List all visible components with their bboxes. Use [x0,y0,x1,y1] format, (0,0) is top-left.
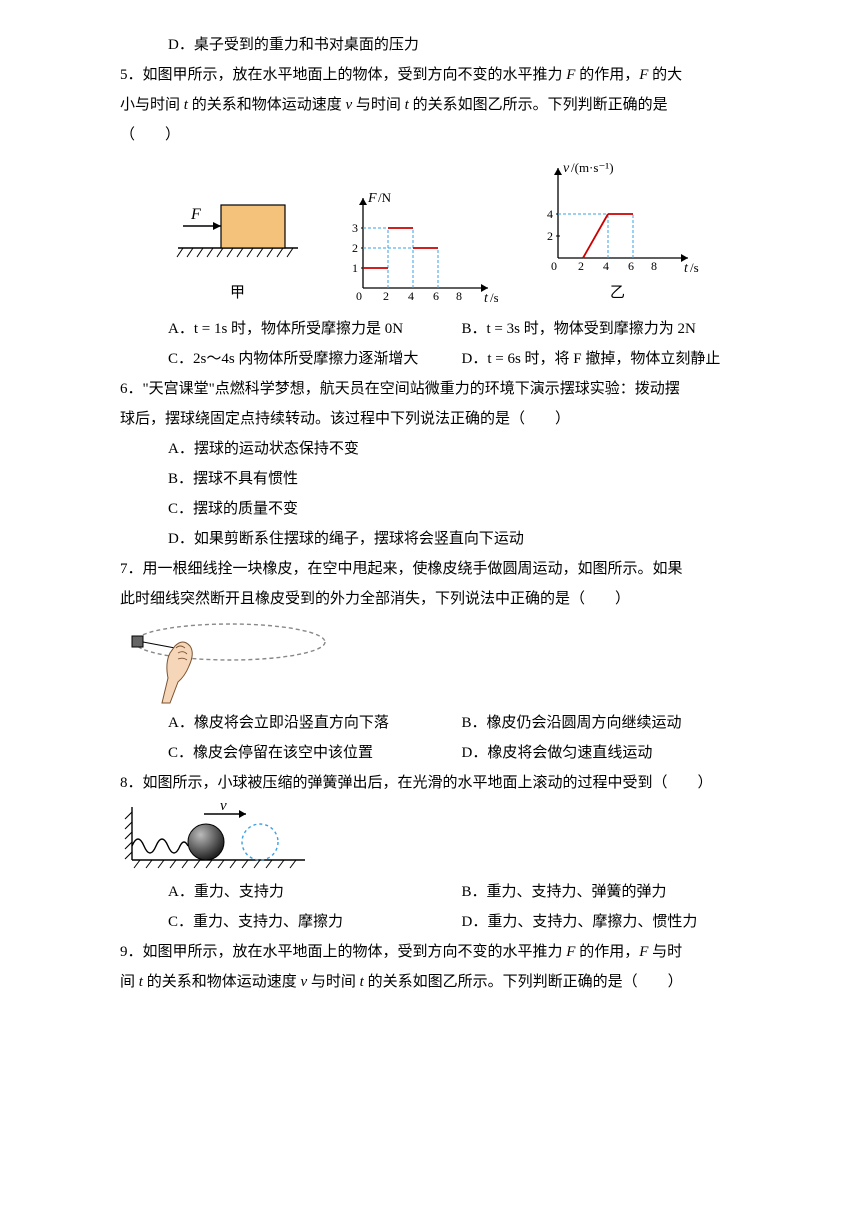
q9-s1b: 的作用， [575,944,639,960]
q5-s2a: 小与时间 [120,97,184,113]
hand-circle-svg [120,618,335,708]
svg-text:8: 8 [651,259,657,273]
svg-text:4: 4 [547,207,553,221]
q5-optD: D．t = 6s 时，将 F 撤掉，物体立刻静止 [462,344,756,374]
q4-optD: D．桌子受到的重力和书对桌面的压力 [120,30,755,60]
q9-s2c: 与时间 [307,974,360,990]
q5-optA: A．t = 1s 时，物体所受摩擦力是 0N [168,314,462,344]
svg-text:1: 1 [352,261,358,275]
v-label: v [220,802,227,814]
q5-opts-row1: A．t = 1s 时，物体所受摩擦力是 0N B．t = 3s 时，物体受到摩擦… [120,314,755,344]
q7-stem2: 此时细线突然断开且橡皮受到的外力全部消失，下列说法中正确的是（ ） [120,584,755,614]
svg-text:/s: /s [690,260,699,275]
svg-text:6: 6 [433,289,439,303]
svg-text:4: 4 [408,289,414,303]
q8-optA: A．重力、支持力 [168,877,462,907]
svg-text:0: 0 [551,259,557,273]
q5-s2d: 的关系如图乙所示。下列判断正确的是 [409,97,668,113]
q5-fig-block: F 甲 [173,183,303,308]
svg-text:2: 2 [352,241,358,255]
q9-s1: 9．如图甲所示，放在水平地面上的物体，受到方向不变的水平推力 [120,944,566,960]
q5-optC: C．2s～4s 内物体所受摩擦力逐渐增大 [168,344,462,374]
q7-optA: A．橡皮将会立即沿竖直方向下落 [168,708,462,738]
q6-optA: A．摆球的运动状态保持不变 [120,434,755,464]
q8-stem: 8．如图所示，小球被压缩的弹簧弹出后，在光滑的水平地面上滚动的过程中受到（ ） [120,768,755,798]
svg-text:2: 2 [578,259,584,273]
svg-text:2: 2 [383,289,389,303]
f-chart-svg: F/N t/s 1 2 3 0 2 4 6 8 [338,188,498,308]
q5-s1c: 的大 [648,67,682,83]
spring-ball-svg: v [120,802,310,877]
svg-text:8: 8 [456,289,462,303]
q7-opts-row2: C．橡皮会停留在该空中该位置 D．橡皮将会做匀速直线运动 [120,738,755,768]
q7-stem1: 7．用一根细线拴一块橡皮，在空中甩起来，使橡皮绕手做圆周运动，如图所示。如果 [120,554,755,584]
q5-opts-row2: C．2s～4s 内物体所受摩擦力逐渐增大 D．t = 6s 时，将 F 撤掉，物… [120,344,755,374]
svg-text:3: 3 [352,221,358,235]
q8-opts-row2: C．重力、支持力、摩擦力 D．重力、支持力、摩擦力、惯性力 [120,907,755,937]
q9-stem2: 间 t 的关系和物体运动速度 v 与时间 t 的关系如图乙所示。下列判断正确的是… [120,967,755,997]
q5-s2c: 与时间 [352,97,405,113]
q8-optD: D．重力、支持力、摩擦力、惯性力 [462,907,756,937]
q5-s1: 5．如图甲所示，放在水平地面上的物体，受到方向不变的水平推力 [120,67,566,83]
block-svg: F [173,183,303,278]
svg-text:v: v [563,161,570,176]
q7-optD: D．橡皮将会做匀速直线运动 [462,738,756,768]
q5-stem-line3: （ ） [120,120,755,150]
fig-label-yi: 乙 [533,278,703,308]
q5-s2b: 的关系和物体运动速度 [188,97,346,113]
q8-opts-row1: A．重力、支持力 B．重力、支持力、弹簧的弹力 [120,877,755,907]
q5-stem-line2: 小与时间 t 的关系和物体运动速度 v 与时间 t 的关系如图乙所示。下列判断正… [120,90,755,120]
q5-optB: B．t = 3s 时，物体受到摩擦力为 2N [462,314,756,344]
q7-optC: C．橡皮会停留在该空中该位置 [168,738,462,768]
q9-s2a: 间 [120,974,139,990]
q6-optC: C．摆球的质量不变 [120,494,755,524]
q6-stem2: 球后，摆球绕固定点持续转动。该过程中下列说法正确的是（ ） [120,404,755,434]
q8-optC: C．重力、支持力、摩擦力 [168,907,462,937]
q7-figure [120,618,755,708]
svg-text:t: t [484,291,489,306]
q9-stem1: 9．如图甲所示，放在水平地面上的物体，受到方向不变的水平推力 F 的作用，F 与… [120,937,755,967]
q8-optB: B．重力、支持力、弹簧的弹力 [462,877,756,907]
q7-opts-row1: A．橡皮将会立即沿竖直方向下落 B．橡皮仍会沿圆周方向继续运动 [120,708,755,738]
svg-text:/(m·s⁻¹): /(m·s⁻¹) [571,160,614,175]
q9-s2b: 的关系和物体运动速度 [143,974,301,990]
fig-label-jia: 甲 [173,278,303,308]
q6-optD: D．如果剪断系住摆球的绳子，摆球将会竖直向下运动 [120,524,755,554]
q9-s2d: 的关系如图乙所示。下列判断正确的是（ ） [364,974,683,990]
var-F2: F [639,67,648,83]
q5-stem-line1: 5．如图甲所示，放在水平地面上的物体，受到方向不变的水平推力 F 的作用，F 的… [120,60,755,90]
svg-text:4: 4 [603,259,609,273]
svg-text:/s: /s [490,290,498,305]
q5-fig-F-chart: F/N t/s 1 2 3 0 2 4 6 8 [338,188,498,308]
svg-text:t: t [684,261,689,276]
q7-optB: B．橡皮仍会沿圆周方向继续运动 [462,708,756,738]
q5-figure-row: F 甲 F/N t/s 1 2 3 0 2 4 6 8 [120,158,755,308]
q8-figure: v [120,802,755,877]
svg-text:/N: /N [378,190,392,205]
q6-stem1: 6．"天宫课堂"点燃科学梦想，航天员在空间站微重力的环境下演示摆球实验：拨动摆 [120,374,755,404]
svg-text:0: 0 [356,289,362,303]
q5-s1b: 的作用， [575,67,639,83]
var-F4: F [639,944,648,960]
svg-text:2: 2 [547,229,553,243]
svg-text:F: F [367,191,377,206]
q9-s1c: 与时 [648,944,682,960]
q5-fig-v-chart: v/(m·s⁻¹) t/s 2 4 0 2 4 6 8 乙 [533,158,703,308]
svg-text:6: 6 [628,259,634,273]
F-label: F [190,206,201,223]
v-chart-svg: v/(m·s⁻¹) t/s 2 4 0 2 4 6 8 [533,158,703,278]
q6-optB: B．摆球不具有惯性 [120,464,755,494]
